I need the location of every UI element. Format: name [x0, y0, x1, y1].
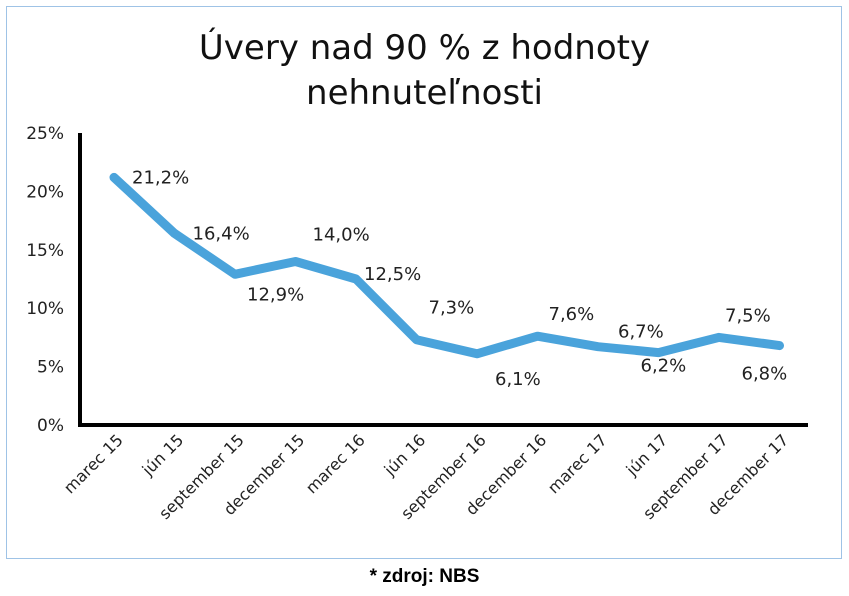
data-label: 7,5% [725, 305, 771, 326]
data-labels: 21,2% 16,4% 12,9% 14,0% 12,5% 7,3% 6,1% 7,6% 6,7… [132, 167, 787, 389]
source-note: * zdroj: NBS [369, 566, 480, 587]
chart-title-line-2: nehnuteľnosti [306, 73, 543, 113]
category-label: marec 16 [302, 430, 369, 497]
category-label: marec 17 [544, 430, 611, 497]
y-tick-label: 10% [26, 299, 64, 319]
data-label: 7,6% [549, 304, 595, 325]
data-label: 16,4% [193, 223, 250, 244]
axes [78, 133, 808, 427]
data-label: 6,8% [742, 364, 788, 385]
chart-frame [6, 6, 842, 559]
chart-title: Úvery nad 90 % z hodnoty nehnuteľnosti [0, 26, 849, 116]
data-label: 12,5% [364, 264, 421, 285]
category-label: marec 15 [60, 430, 127, 497]
data-label: 21,2% [132, 167, 189, 188]
chart-title-line-1: Úvery nad 90 % z hodnoty [198, 28, 651, 68]
category-label: jún 17 [622, 430, 672, 480]
series-line [109, 172, 784, 359]
data-label: 7,3% [429, 298, 475, 319]
category-label: jún 16 [380, 430, 430, 480]
category-label: jún 15 [138, 430, 188, 480]
y-tick-label: 20% [26, 182, 64, 202]
y-tick-label: 15% [26, 241, 64, 261]
y-tick-labels: 0% 5% 10% 15% 20% 25% [26, 124, 64, 436]
data-label: 12,9% [247, 284, 304, 305]
y-tick-label: 25% [26, 124, 64, 144]
series-line-group [109, 172, 784, 359]
data-label: 6,2% [641, 356, 687, 377]
data-label: 6,7% [618, 322, 664, 343]
y-tick-label: 0% [37, 416, 64, 436]
y-tick-label: 5% [37, 358, 64, 378]
data-label: 6,1% [495, 369, 541, 390]
data-label: 14,0% [313, 224, 370, 245]
